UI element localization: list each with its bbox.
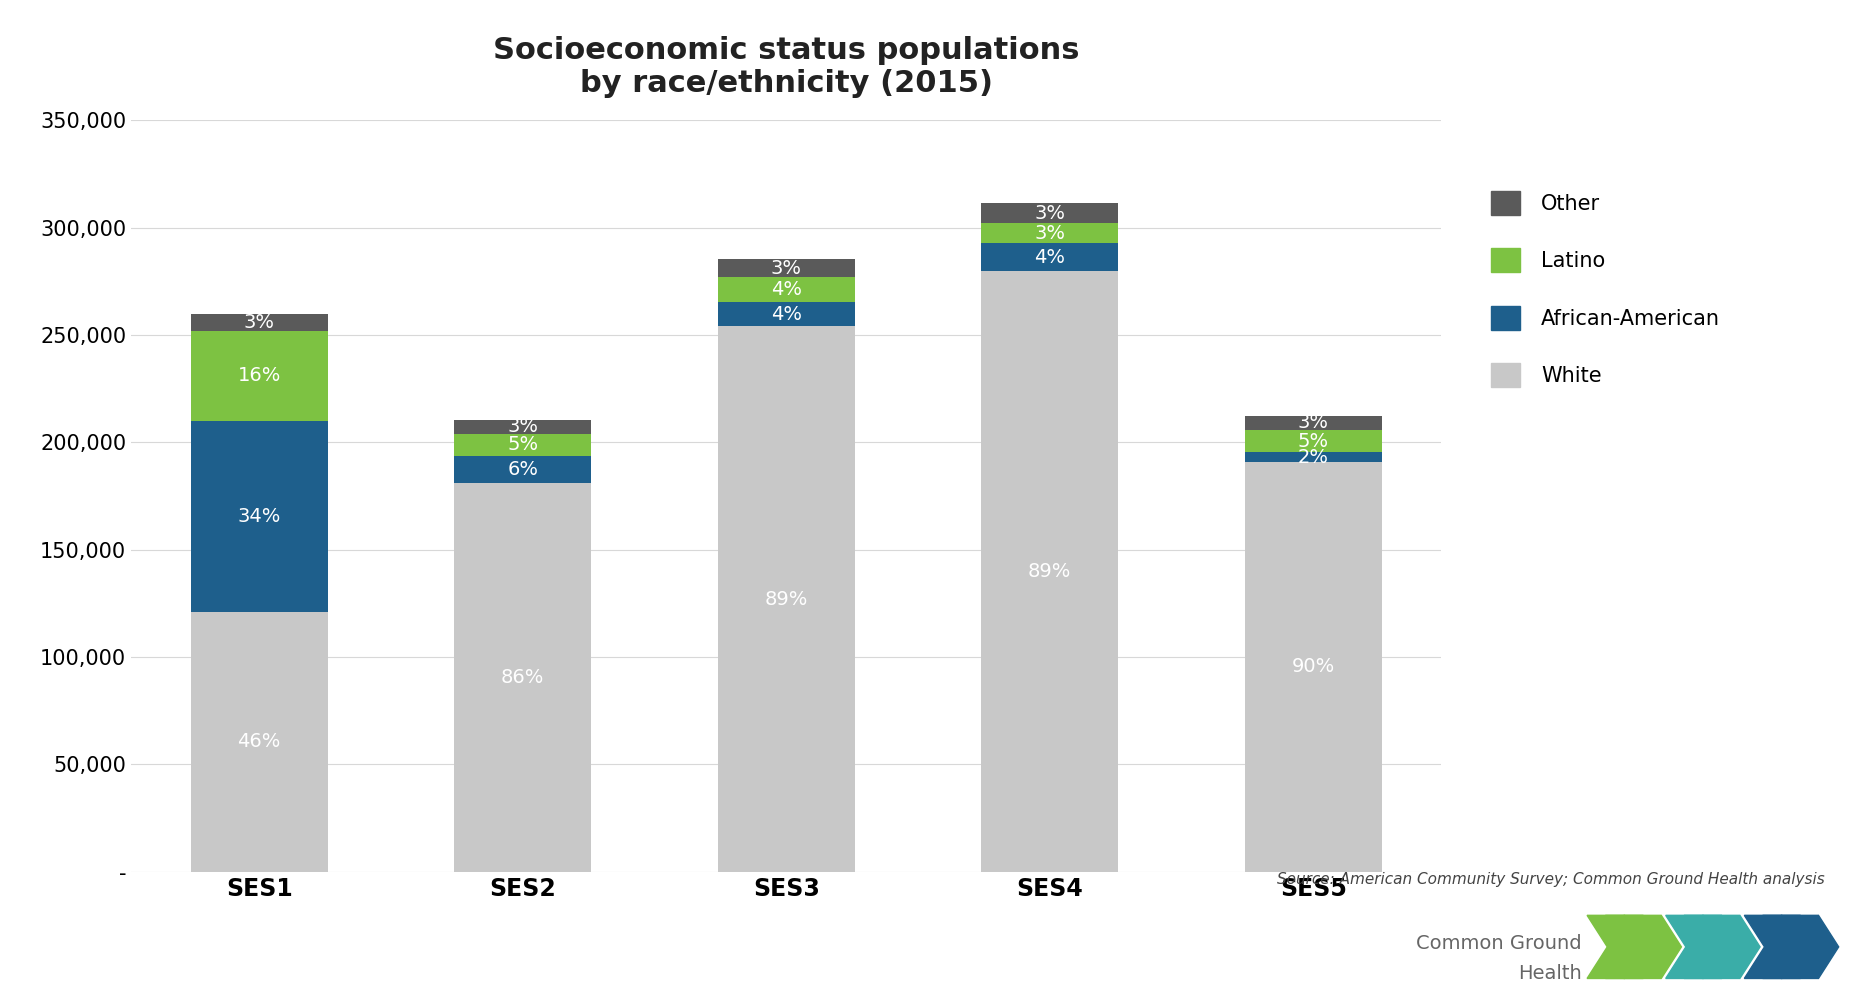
Title: Socioeconomic status populations
by race/ethnicity (2015): Socioeconomic status populations by race… (492, 36, 1080, 98)
Text: 5%: 5% (1297, 432, 1329, 451)
Bar (455, 434, 592, 456)
Bar (1245, 462, 1382, 872)
Bar (717, 302, 856, 327)
Bar (717, 260, 856, 278)
Text: 86%: 86% (502, 668, 545, 687)
Text: 2%: 2% (1297, 448, 1329, 467)
Bar (191, 314, 328, 331)
Text: 46%: 46% (238, 732, 281, 752)
Bar (981, 243, 1118, 271)
Polygon shape (1623, 916, 1681, 978)
Text: 89%: 89% (764, 589, 809, 608)
Polygon shape (1702, 916, 1760, 978)
Bar (1245, 453, 1382, 462)
Text: 3%: 3% (1035, 203, 1065, 222)
Text: 3%: 3% (507, 418, 537, 437)
Bar (981, 223, 1118, 243)
Bar (717, 327, 856, 872)
Bar (455, 456, 592, 483)
Text: 3%: 3% (1035, 223, 1065, 242)
Text: Health: Health (1518, 965, 1582, 983)
Text: Common Ground: Common Ground (1417, 935, 1582, 953)
Text: 6%: 6% (507, 460, 537, 479)
Bar (981, 271, 1118, 872)
Bar (1245, 416, 1382, 430)
Text: 3%: 3% (243, 313, 275, 332)
Text: 4%: 4% (771, 281, 801, 300)
Polygon shape (1745, 916, 1803, 978)
Text: 89%: 89% (1028, 562, 1071, 580)
Text: 3%: 3% (771, 259, 801, 278)
Text: 90%: 90% (1292, 657, 1335, 676)
Polygon shape (1780, 916, 1838, 978)
Text: 4%: 4% (771, 305, 801, 324)
Bar (191, 331, 328, 421)
Polygon shape (1763, 916, 1820, 978)
Bar (1245, 430, 1382, 453)
Bar (455, 483, 592, 872)
Polygon shape (1685, 916, 1741, 978)
Bar (191, 421, 328, 612)
Text: 16%: 16% (238, 367, 281, 385)
Text: 3%: 3% (1297, 413, 1329, 432)
Legend: Other, Latino, African-American, White: Other, Latino, African-American, White (1492, 190, 1720, 387)
Bar (191, 612, 328, 872)
Bar (981, 203, 1118, 223)
Text: 34%: 34% (238, 507, 281, 526)
Bar (717, 278, 856, 302)
Bar (455, 420, 592, 434)
Polygon shape (1587, 916, 1645, 978)
Text: 4%: 4% (1035, 247, 1065, 267)
Text: 5%: 5% (507, 436, 539, 455)
Text: Source: American Community Survey; Common Ground Health analysis: Source: American Community Survey; Commo… (1277, 872, 1825, 887)
Polygon shape (1606, 916, 1662, 978)
Polygon shape (1666, 916, 1724, 978)
